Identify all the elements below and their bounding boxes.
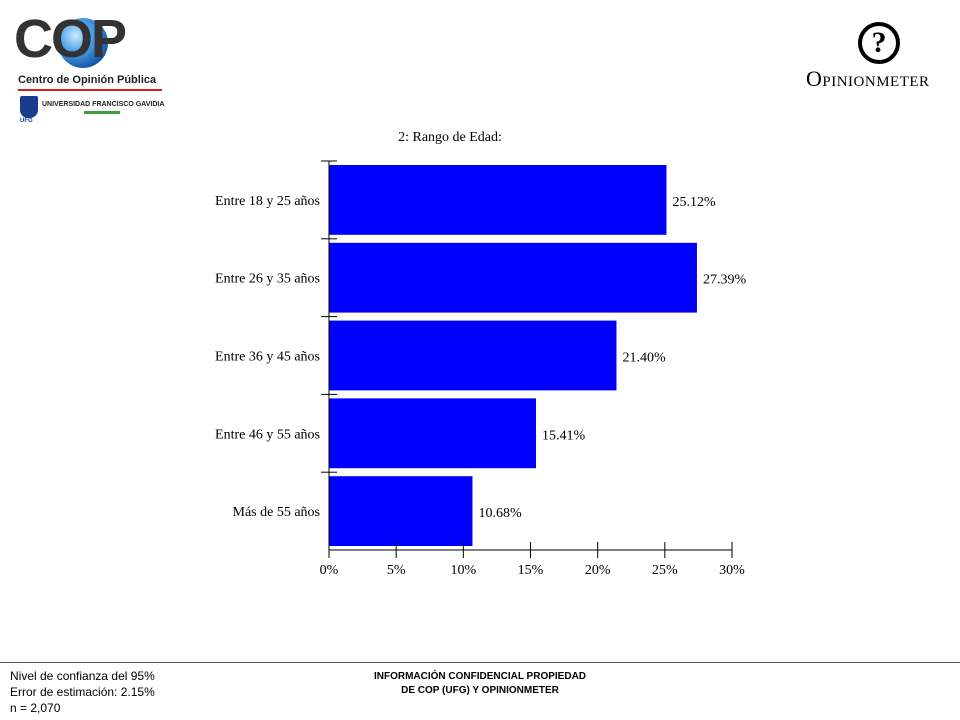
globe-icon bbox=[58, 18, 108, 68]
x-tick-label: 25% bbox=[652, 563, 678, 578]
x-tick-label: 5% bbox=[387, 563, 406, 578]
sample-size: n = 2,070 bbox=[10, 701, 61, 715]
bar-chart: Entre 18 y 25 años 25.12% Entre 26 y 35 añ… bbox=[215, 160, 747, 578]
footer-stats: Nivel de confianza del 95% Error de esti… bbox=[10, 668, 155, 716]
x-tick-label: 15% bbox=[518, 563, 544, 578]
ufg-shield-icon bbox=[20, 96, 38, 118]
bar bbox=[329, 476, 473, 546]
ufg-name: UNIVERSIDAD FRANCISCO GAVIDIA bbox=[42, 101, 165, 108]
bar bbox=[329, 398, 537, 469]
confidential-notice: INFORMACIÓN CONFIDENCIAL PROPIEDAD DE CO… bbox=[330, 670, 630, 698]
category-label: Entre 46 y 55 años bbox=[215, 427, 320, 442]
opinionmeter-logo: ? Opinionmeter bbox=[800, 22, 956, 102]
value-label: 25.12% bbox=[672, 195, 716, 210]
value-label: 27.39% bbox=[703, 273, 747, 288]
confidential-line-2: DE COP (UFG) Y OPINIONMETER bbox=[401, 685, 559, 696]
category-label: Entre 26 y 35 años bbox=[215, 272, 320, 287]
confidential-line-1: INFORMACIÓN CONFIDENCIAL PROPIEDAD bbox=[373, 671, 587, 682]
x-tick-label: 20% bbox=[585, 563, 611, 578]
opinionmeter-wordmark: Opinionmeter bbox=[806, 66, 930, 91]
chart-title: 2: Rango de Edad: bbox=[398, 130, 502, 145]
x-tick-label: 10% bbox=[450, 563, 476, 578]
cop-wordmark: COP bbox=[14, 9, 127, 69]
category-label: Entre 18 y 25 años bbox=[215, 194, 320, 209]
ufg-accent-bar bbox=[84, 111, 120, 114]
ufg-short: UFG bbox=[20, 118, 33, 124]
bar bbox=[329, 320, 617, 391]
value-label: 15.41% bbox=[542, 428, 586, 443]
value-label: 10.68% bbox=[478, 506, 522, 521]
cop-logo: COP Centro de Opinión Pública UNIVERSIDA… bbox=[14, 9, 165, 124]
bar bbox=[329, 165, 667, 235]
category-label: Entre 36 y 45 años bbox=[215, 350, 320, 365]
estimation-error: Error de estimación: 2.15% bbox=[10, 685, 155, 699]
footer-divider bbox=[0, 662, 960, 663]
cop-divider bbox=[18, 89, 162, 91]
bar bbox=[329, 242, 697, 313]
confidence-level: Nivel de confianza del 95% bbox=[10, 669, 155, 683]
x-tick-label: 30% bbox=[719, 563, 745, 578]
value-label: 21.40% bbox=[622, 351, 666, 366]
question-mark-icon: ? bbox=[858, 22, 900, 64]
category-label: Más de 55 años bbox=[233, 505, 321, 520]
x-tick-label: 0% bbox=[320, 563, 339, 578]
cop-subtitle: Centro de Opinión Pública bbox=[18, 74, 157, 86]
